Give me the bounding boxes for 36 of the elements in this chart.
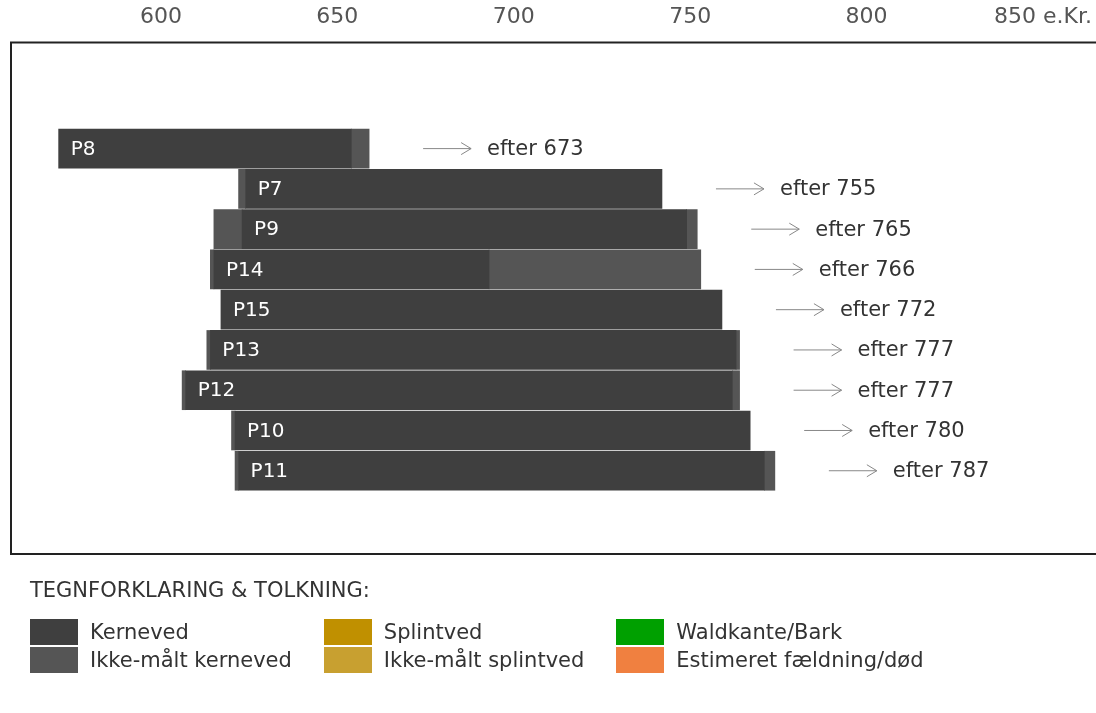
legend-label: Waldkante/Bark: [676, 620, 843, 644]
y-tick-label: P15: [232, 296, 271, 321]
legend-label: Estimeret fældning/død: [676, 648, 924, 672]
y-tick-label: P8: [70, 135, 96, 160]
y-tick-label: P9: [254, 216, 279, 241]
bar: [206, 330, 211, 370]
legend-label: Splintved: [383, 620, 483, 644]
bar: [210, 249, 215, 290]
x-tick-label: 750: [669, 2, 712, 28]
y-tick-label: P7: [257, 176, 283, 201]
x-tick-label: 600: [139, 2, 182, 28]
annotation: efter 766: [818, 256, 916, 281]
annotation: efter 780: [868, 417, 965, 442]
x-tick-label: 800: [845, 2, 888, 28]
annotation: efter 777: [857, 377, 955, 402]
y-tick-label: P10: [247, 417, 285, 442]
bar: [231, 410, 236, 451]
x-tick-label: 850 e.Kr.: [994, 2, 1093, 28]
y-tick-label: P11: [250, 457, 289, 482]
bar: [351, 128, 370, 169]
annotation: efter 772: [839, 297, 937, 322]
annotation: efter 755: [779, 176, 877, 201]
annotation: efter 673: [487, 136, 584, 161]
annotation: efter 787: [892, 458, 990, 483]
y-tick-label: P13: [222, 337, 260, 362]
legend-label: Ikke-målt kerneved: [90, 648, 292, 672]
legend-label: Kerneved: [90, 620, 189, 644]
legend-title: TEGNFORKLARING & TOLKNING:: [30, 578, 371, 602]
annotation: efter 777: [857, 337, 955, 362]
y-tick-label: P14: [225, 256, 264, 281]
bar: [763, 450, 776, 491]
y-tick-label: P12: [197, 377, 236, 402]
x-tick-label: 650: [316, 2, 359, 28]
x-tick-label: 700: [492, 2, 535, 28]
annotation: efter 765: [815, 216, 912, 241]
legend-label: Ikke-målt splintved: [383, 648, 585, 672]
